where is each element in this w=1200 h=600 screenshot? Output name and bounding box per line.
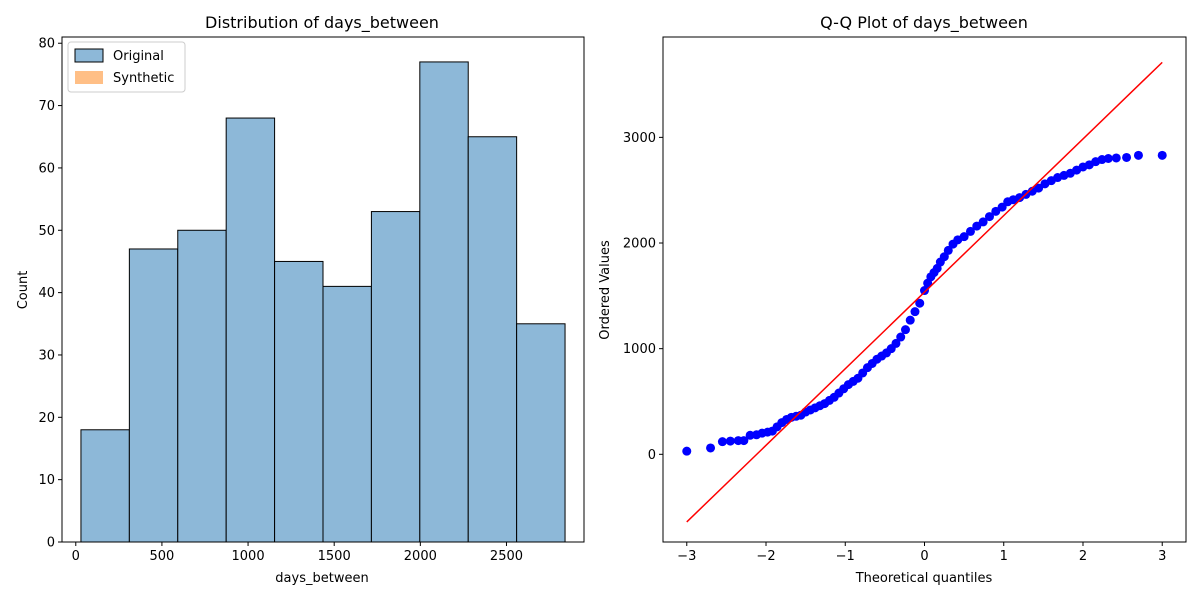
qq-point xyxy=(896,332,906,342)
histogram-bar xyxy=(177,229,227,543)
qq-point xyxy=(915,298,925,308)
x-tick-label: 1000 xyxy=(232,549,265,564)
y-tick-label: 0 xyxy=(47,536,55,551)
histogram-bars xyxy=(80,61,566,543)
y-tick-label: 80 xyxy=(38,37,55,52)
x-tick-label: 1 xyxy=(1000,549,1008,564)
y-tick-label: 0 xyxy=(648,448,656,463)
qq-point xyxy=(900,325,910,335)
qq-point xyxy=(1111,153,1121,163)
histogram-x-axis-label: days_between xyxy=(275,571,368,586)
y-tick-label: 50 xyxy=(38,224,55,239)
qq-point xyxy=(1034,183,1044,193)
qq-point xyxy=(984,212,994,222)
qq-point xyxy=(972,221,982,231)
histogram-bar xyxy=(274,260,324,543)
histogram-bar xyxy=(370,211,421,543)
histogram-bar xyxy=(128,248,179,543)
histogram-bar xyxy=(225,117,276,543)
histogram-title: Distribution of days_between xyxy=(205,13,439,33)
x-tick-label: 500 xyxy=(150,549,175,564)
qq-point xyxy=(706,443,716,453)
qq-point xyxy=(891,338,901,348)
qq-plot-points xyxy=(682,150,1167,456)
qq-plot-x-axis-label: Theoretical quantiles xyxy=(855,571,993,586)
qq-point xyxy=(978,217,988,227)
histogram-bar xyxy=(419,61,469,543)
qq-point xyxy=(739,436,749,446)
legend-label-synthetic: Synthetic xyxy=(113,71,174,86)
histogram-chart: Distribution of days_between days_betwee… xyxy=(16,13,585,586)
histogram-y-ticks: 0 10 20 30 40 50 60 70 80 xyxy=(38,37,62,551)
histogram-plot-frame xyxy=(61,36,585,543)
y-tick-label: 2000 xyxy=(623,237,656,252)
y-tick-label: 70 xyxy=(38,99,55,114)
y-tick-label: 1000 xyxy=(623,342,656,357)
x-tick-label: −3 xyxy=(677,549,696,564)
histogram-bar xyxy=(467,136,518,543)
x-tick-label: −1 xyxy=(836,549,855,564)
x-tick-label: 0 xyxy=(72,549,80,564)
histogram-x-ticks: 0 500 1000 1500 2000 2500 xyxy=(72,542,523,564)
qq-point xyxy=(965,226,975,236)
qq-point xyxy=(1133,150,1143,160)
x-tick-label: 3 xyxy=(1158,549,1166,564)
legend-swatch-synthetic xyxy=(75,71,103,84)
qq-point xyxy=(725,436,735,446)
x-tick-label: 1500 xyxy=(318,549,351,564)
y-tick-label: 3000 xyxy=(623,131,656,146)
qq-point xyxy=(920,286,929,296)
histogram-y-axis-label: Count xyxy=(16,271,31,310)
y-tick-label: 20 xyxy=(38,411,55,426)
histogram-bar xyxy=(322,285,372,543)
qq-point xyxy=(1157,150,1167,160)
legend-swatch-original xyxy=(74,48,104,63)
x-tick-label: 2000 xyxy=(404,549,437,564)
qq-point xyxy=(1122,152,1132,162)
qq-plot-title: Q-Q Plot of days_between xyxy=(820,13,1028,33)
qq-plot-y-axis-label: Ordered Values xyxy=(598,240,613,340)
histogram-bar xyxy=(516,323,566,543)
y-tick-label: 40 xyxy=(38,286,55,301)
x-tick-label: 0 xyxy=(920,549,928,564)
qq-point xyxy=(1103,153,1113,163)
qq-point xyxy=(991,206,1001,216)
qq-point xyxy=(905,315,915,325)
qq-point xyxy=(943,245,953,255)
qq-point xyxy=(682,446,692,456)
y-tick-label: 60 xyxy=(38,161,55,176)
legend-label-original: Original xyxy=(113,49,164,64)
qq-point xyxy=(910,307,920,317)
x-tick-label: 2500 xyxy=(490,549,523,564)
qq-plot-chart: Q-Q Plot of days_between Theoretical qua… xyxy=(598,13,1187,586)
x-tick-label: −2 xyxy=(756,549,775,564)
y-tick-label: 10 xyxy=(38,473,55,488)
x-tick-label: 2 xyxy=(1079,549,1087,564)
qq-plot-x-ticks: −3 −2 −1 0 1 2 3 xyxy=(677,542,1166,564)
y-tick-label: 30 xyxy=(38,348,55,363)
qq-fit-line xyxy=(686,61,1163,523)
histogram-legend: Original Synthetic xyxy=(67,41,186,93)
qq-point xyxy=(717,437,727,447)
qq-point xyxy=(959,232,969,242)
qq-plot-frame xyxy=(662,36,1187,543)
histogram-bar xyxy=(80,429,130,543)
qq-plot-y-ticks: 0 1000 2000 3000 xyxy=(623,131,663,463)
